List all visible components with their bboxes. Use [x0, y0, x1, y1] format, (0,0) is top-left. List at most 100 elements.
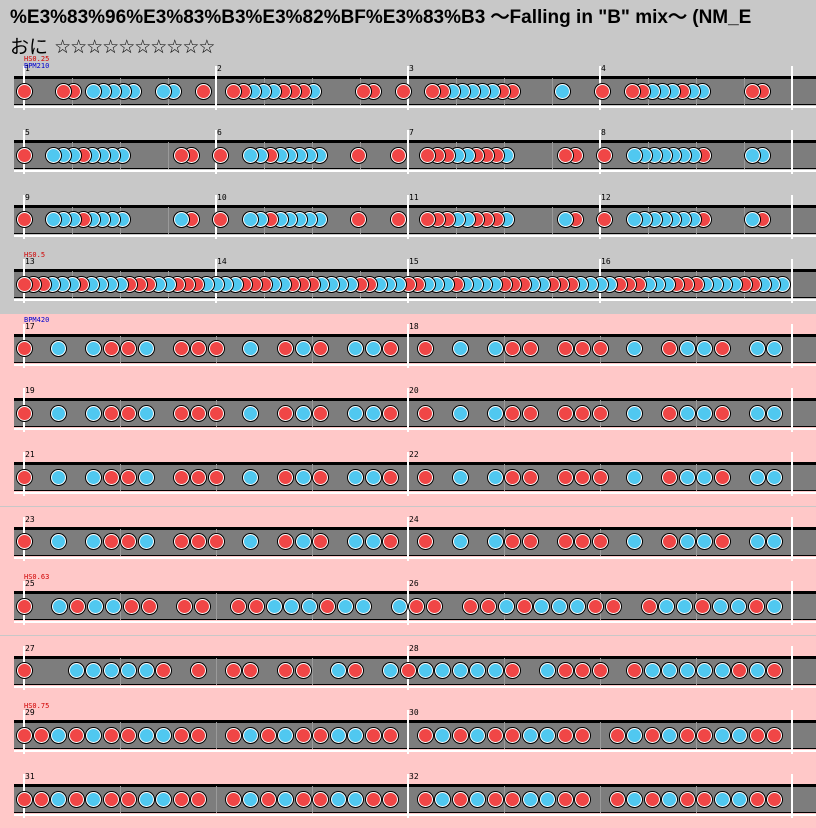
don-note	[16, 212, 32, 228]
ka-note	[745, 212, 761, 228]
ka-note	[284, 598, 300, 614]
don-note	[313, 341, 329, 357]
beat-tick	[216, 786, 217, 814]
beat-tick	[696, 528, 697, 556]
barline	[791, 66, 793, 110]
don-note	[744, 83, 760, 99]
measure-number: 5	[25, 128, 30, 138]
don-note	[417, 791, 433, 807]
don-note	[225, 727, 241, 743]
don-note	[278, 341, 294, 357]
measure-number: 9	[25, 192, 30, 202]
don-note	[748, 598, 764, 614]
ka-note	[697, 469, 713, 485]
lane-top-line	[14, 655, 816, 658]
chart-row: 25 26 HS0.63	[0, 571, 816, 636]
don-note	[732, 663, 748, 679]
don-note	[16, 534, 32, 550]
beat-tick	[312, 657, 313, 685]
don-note	[351, 212, 367, 228]
don-note	[592, 469, 608, 485]
don-note	[609, 791, 625, 807]
ka-note	[522, 791, 538, 807]
don-note	[121, 405, 137, 421]
don-note	[195, 598, 211, 614]
don-note	[409, 598, 425, 614]
don-note	[575, 341, 591, 357]
ka-note	[156, 83, 172, 99]
don-note	[225, 791, 241, 807]
don-note	[749, 791, 765, 807]
don-note	[208, 405, 224, 421]
ka-note	[697, 663, 713, 679]
don-note	[208, 469, 224, 485]
beat-tick	[504, 335, 505, 363]
ka-note	[534, 598, 550, 614]
barline	[407, 323, 409, 368]
measure-number: 31	[25, 772, 35, 782]
measure-number: 15	[409, 257, 419, 267]
scroll-speed-label: HS0.63	[24, 573, 50, 582]
ka-note	[51, 727, 67, 743]
chart-title: %E3%83%96%E3%83%B3%E3%82%BF%E3%83%B3 ～Fa…	[10, 7, 752, 28]
don-note	[516, 598, 532, 614]
don-note	[463, 598, 478, 614]
don-note	[16, 405, 32, 421]
ka-note	[749, 534, 765, 550]
measure-number: 25	[25, 579, 35, 589]
don-note	[557, 534, 573, 550]
ka-note	[243, 534, 259, 550]
ka-note	[51, 469, 67, 485]
measure-number: 23	[25, 514, 35, 524]
don-note	[522, 405, 538, 421]
measure-number: 18	[409, 321, 419, 331]
don-note	[208, 534, 224, 550]
ka-note	[713, 598, 729, 614]
don-note	[505, 534, 521, 550]
beat-tick	[120, 657, 121, 685]
beat-tick	[312, 722, 313, 749]
ka-note	[295, 534, 311, 550]
barline	[791, 645, 793, 690]
don-note	[575, 469, 591, 485]
don-note	[714, 534, 730, 550]
beat-tick	[552, 142, 553, 170]
don-note	[103, 469, 119, 485]
beat-tick	[216, 722, 217, 749]
don-note	[679, 791, 695, 807]
don-note	[588, 598, 604, 614]
ka-note	[365, 405, 381, 421]
don-note	[173, 534, 189, 550]
don-note	[605, 598, 621, 614]
beat-tick	[312, 335, 313, 363]
chart-row: 23 24	[0, 506, 816, 571]
beat-tick	[120, 335, 121, 363]
don-note	[295, 663, 311, 679]
barline	[407, 581, 409, 626]
don-note	[400, 663, 416, 679]
measure-number: 28	[409, 643, 419, 653]
ka-note	[138, 534, 154, 550]
beat-tick	[312, 400, 313, 427]
don-note	[191, 534, 207, 550]
measure-number: 1	[25, 64, 30, 73]
don-note	[121, 791, 137, 807]
ka-note	[86, 405, 102, 421]
don-note	[480, 598, 496, 614]
don-note	[487, 727, 503, 743]
don-note	[627, 663, 643, 679]
barline	[407, 710, 409, 754]
lane-bottom-line	[14, 299, 816, 302]
ka-note	[330, 791, 346, 807]
bpm-label: BPM210	[24, 62, 50, 70]
don-note	[662, 534, 678, 550]
don-note	[33, 791, 49, 807]
lane-top-line	[14, 269, 816, 272]
ka-note	[355, 598, 371, 614]
don-note	[592, 534, 608, 550]
ka-note	[242, 147, 258, 163]
don-note	[16, 469, 32, 485]
don-note	[575, 663, 591, 679]
barline	[791, 710, 793, 754]
don-note	[395, 83, 411, 99]
